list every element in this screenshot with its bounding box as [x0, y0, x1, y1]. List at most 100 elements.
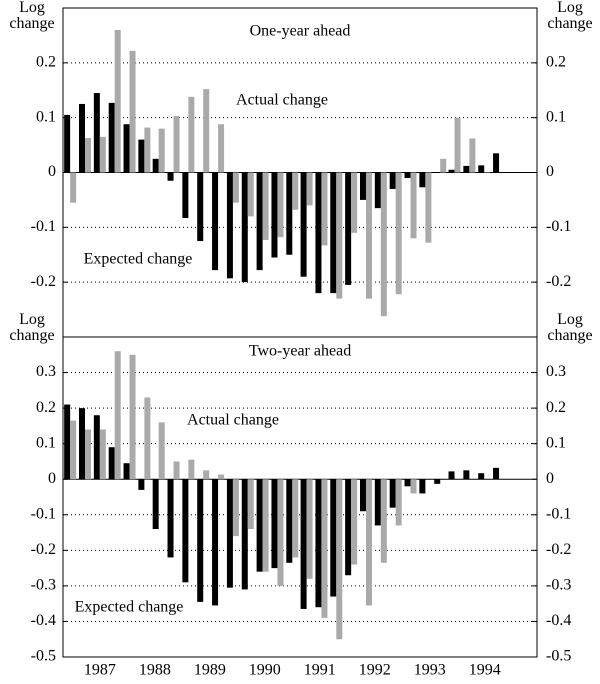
bar	[389, 479, 396, 508]
bar	[493, 153, 500, 173]
y2-tick-label: -0.5	[546, 648, 571, 665]
bar	[292, 479, 299, 558]
x-tick-label: 1992	[359, 662, 391, 679]
y2-tick-label: -0.1	[546, 218, 571, 235]
x-tick-label: 1994	[469, 662, 501, 679]
bar	[93, 415, 100, 480]
panel-title: One-year ahead	[250, 23, 351, 40]
y-tick-label: -0.4	[31, 612, 56, 629]
bar	[64, 404, 71, 480]
bar	[84, 137, 91, 173]
x-tick-label: 1991	[304, 662, 336, 679]
y2-axis-label: Log change	[547, 0, 593, 32]
bar	[286, 479, 293, 563]
bar	[262, 172, 269, 240]
bar	[212, 479, 219, 606]
bar	[306, 479, 313, 579]
bar	[425, 172, 432, 243]
bar	[129, 354, 136, 480]
y2-tick-label: 0.1	[546, 434, 566, 451]
y-tick-label: -0.5	[31, 648, 56, 665]
bar	[78, 408, 85, 480]
bar	[212, 172, 219, 271]
bar	[463, 165, 470, 173]
bar	[448, 471, 455, 480]
y-axis-label: Log change	[9, 311, 55, 344]
bar	[188, 96, 195, 173]
bar	[182, 172, 189, 219]
bar	[419, 479, 426, 494]
bar	[197, 172, 204, 242]
bar	[306, 172, 313, 206]
bar	[336, 479, 343, 640]
bar	[448, 169, 455, 173]
x-tick-label: 1990	[249, 662, 281, 679]
bar	[300, 172, 307, 277]
bar	[218, 124, 225, 173]
bar	[300, 479, 307, 609]
bar	[203, 89, 210, 173]
x-tick-label: 1987	[84, 662, 116, 679]
bar	[345, 479, 352, 576]
bar	[404, 479, 411, 487]
bar	[138, 479, 145, 490]
bar	[330, 479, 337, 597]
bar	[78, 103, 85, 173]
y2-tick-label: -0.1	[546, 505, 571, 522]
y2-tick-label: 0	[546, 163, 554, 180]
bar	[203, 470, 210, 480]
bar	[93, 92, 100, 173]
y2-tick-label: 0.3	[546, 363, 566, 380]
bar	[389, 172, 396, 189]
bar	[197, 479, 204, 602]
y-tick-label: -0.3	[31, 577, 56, 594]
bar	[321, 172, 328, 246]
bar	[478, 165, 485, 173]
x-tick-label: 1988	[139, 662, 171, 679]
y2-tick-label: -0.4	[546, 612, 571, 629]
bar	[114, 29, 121, 173]
bar	[351, 479, 358, 565]
bar	[99, 429, 106, 480]
bar	[351, 172, 358, 233]
bar	[232, 172, 239, 203]
y-tick-label: 0.1	[36, 108, 56, 125]
bar	[226, 172, 233, 279]
bar	[158, 422, 165, 480]
bar	[484, 172, 491, 173]
bar	[271, 479, 278, 569]
bar	[256, 172, 263, 271]
bar	[241, 172, 248, 283]
bar	[315, 479, 322, 608]
y2-tick-label: -0.3	[546, 577, 571, 594]
bar	[70, 172, 77, 203]
y-tick-label: 0	[48, 470, 56, 487]
x-tick-label: 1989	[194, 662, 226, 679]
bar	[478, 473, 485, 480]
bar	[241, 479, 248, 590]
bar	[108, 447, 115, 480]
bar	[226, 479, 233, 588]
bar	[271, 172, 278, 258]
bar	[410, 479, 417, 494]
bar	[138, 139, 145, 173]
bar	[152, 158, 159, 173]
bar	[173, 461, 180, 480]
bar	[247, 172, 254, 217]
bar	[256, 479, 263, 572]
bar	[144, 397, 151, 480]
plot-frame	[62, 336, 538, 658]
y-tick-label: 0.1	[36, 434, 56, 451]
y2-tick-label: 0.1	[546, 108, 566, 125]
y2-tick-label: 0.2	[546, 399, 566, 416]
y-tick-label: -0.1	[31, 218, 56, 235]
x-tick-label: 1993	[414, 662, 446, 679]
bar	[167, 479, 174, 558]
panel-title: Two-year ahead	[249, 343, 351, 360]
bar	[404, 172, 411, 178]
bar	[434, 479, 441, 484]
y-tick-label: -0.1	[31, 505, 56, 522]
y-axis-label: Log change	[9, 0, 55, 32]
bar	[469, 138, 476, 173]
